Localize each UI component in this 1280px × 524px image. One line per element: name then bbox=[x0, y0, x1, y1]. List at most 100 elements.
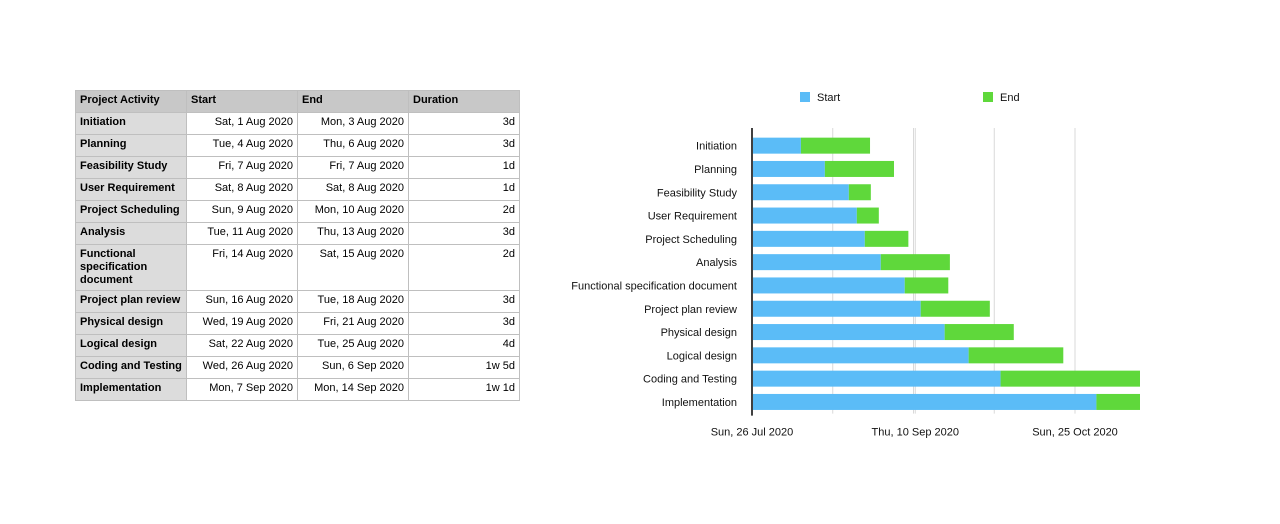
end-cell: Sun, 6 Sep 2020 bbox=[297, 356, 409, 379]
start-cell: Sat, 1 Aug 2020 bbox=[186, 112, 298, 135]
legend-label: Start bbox=[817, 92, 840, 104]
end-cell: Mon, 10 Aug 2020 bbox=[297, 200, 409, 223]
end-cell: Thu, 6 Aug 2020 bbox=[297, 134, 409, 157]
table-row: Analysis Tue, 11 Aug 2020 Thu, 13 Aug 2020… bbox=[75, 222, 520, 245]
activity-cell: Project plan review bbox=[75, 290, 187, 313]
bar-start bbox=[753, 160, 825, 177]
start-cell: Tue, 4 Aug 2020 bbox=[186, 134, 298, 157]
x-tick-label: Sun, 26 Jul 2020 bbox=[711, 427, 794, 439]
header-project-activity: Project Activity bbox=[75, 90, 187, 113]
table-row: Physical design Wed, 19 Aug 2020 Fri, 21 A… bbox=[75, 312, 520, 335]
duration-cell: 2d bbox=[408, 200, 520, 223]
bar-end bbox=[920, 300, 990, 317]
bar-start bbox=[753, 277, 905, 294]
activity-cell: Feasibility Study bbox=[75, 156, 187, 179]
table-header-row: Project Activity Start End Duration bbox=[75, 90, 520, 113]
start-cell: Fri, 7 Aug 2020 bbox=[186, 156, 298, 179]
duration-cell: 3d bbox=[408, 312, 520, 335]
end-cell: Thu, 13 Aug 2020 bbox=[297, 222, 409, 245]
category-label: Project Scheduling bbox=[645, 234, 737, 246]
category-label: User Requirement bbox=[648, 211, 737, 223]
table-row: Feasibility Study Fri, 7 Aug 2020 Fri, 7 A… bbox=[75, 156, 520, 179]
category-label: Feasibility Study bbox=[657, 187, 738, 199]
category-label: Functional specification document bbox=[571, 280, 737, 292]
activity-cell: Logical design bbox=[75, 334, 187, 357]
category-label: Initiation bbox=[696, 141, 737, 153]
bar-start bbox=[753, 230, 865, 247]
activity-cell: Functional specification document bbox=[75, 244, 187, 291]
legend-label: End bbox=[1000, 92, 1020, 104]
duration-cell: 1w 5d bbox=[408, 356, 520, 379]
start-cell: Tue, 11 Aug 2020 bbox=[186, 222, 298, 245]
legend-swatch bbox=[983, 92, 993, 102]
end-cell: Tue, 18 Aug 2020 bbox=[297, 290, 409, 313]
bar-end bbox=[880, 254, 950, 271]
end-cell: Tue, 25 Aug 2020 bbox=[297, 334, 409, 357]
duration-cell: 4d bbox=[408, 334, 520, 357]
activity-cell: Project Scheduling bbox=[75, 200, 187, 223]
legend-swatch bbox=[800, 92, 810, 102]
table-row: Initiation Sat, 1 Aug 2020 Mon, 3 Aug 2020… bbox=[75, 112, 520, 135]
start-cell: Fri, 14 Aug 2020 bbox=[186, 244, 298, 291]
duration-cell: 2d bbox=[408, 244, 520, 291]
bar-end bbox=[856, 207, 879, 224]
end-cell: Sat, 15 Aug 2020 bbox=[297, 244, 409, 291]
activity-cell: Coding and Testing bbox=[75, 356, 187, 379]
gantt-chart: Initiation Planning Feasibility Study User … bbox=[571, 92, 1140, 439]
table-row: Planning Tue, 4 Aug 2020 Thu, 6 Aug 2020 3d bbox=[75, 134, 520, 157]
table-row: Coding and Testing Wed, 26 Aug 2020 Sun, 6… bbox=[75, 356, 520, 379]
bar-start bbox=[753, 137, 801, 154]
duration-cell: 1w 1d bbox=[408, 378, 520, 401]
end-cell: Mon, 3 Aug 2020 bbox=[297, 112, 409, 135]
bar-start bbox=[753, 207, 857, 224]
activity-cell: Analysis bbox=[75, 222, 187, 245]
duration-cell: 3d bbox=[408, 222, 520, 245]
header-start: Start bbox=[186, 90, 298, 113]
header-duration: Duration bbox=[408, 90, 520, 113]
table-row: User Requirement Sat, 8 Aug 2020 Sat, 8 Au… bbox=[75, 178, 520, 201]
duration-cell: 3d bbox=[408, 134, 520, 157]
start-cell: Sun, 16 Aug 2020 bbox=[186, 290, 298, 313]
bar-start bbox=[753, 300, 921, 317]
duration-cell: 1d bbox=[408, 178, 520, 201]
bar-end bbox=[800, 137, 871, 154]
bar-end bbox=[968, 347, 1064, 364]
header-end: End bbox=[297, 90, 409, 113]
activity-cell: Physical design bbox=[75, 312, 187, 335]
bar-start bbox=[753, 347, 969, 364]
activity-cell: Implementation bbox=[75, 378, 187, 401]
bar-start bbox=[753, 393, 1097, 410]
table-row: Functional specification document Fri, 14… bbox=[75, 244, 520, 291]
start-cell: Wed, 19 Aug 2020 bbox=[186, 312, 298, 335]
x-tick-label: Sun, 25 Oct 2020 bbox=[1032, 427, 1118, 439]
start-cell: Mon, 7 Sep 2020 bbox=[186, 378, 298, 401]
category-label: Project plan review bbox=[644, 304, 737, 316]
end-cell: Sat, 8 Aug 2020 bbox=[297, 178, 409, 201]
start-cell: Wed, 26 Aug 2020 bbox=[186, 356, 298, 379]
bar-start bbox=[753, 324, 945, 341]
table-row: Implementation Mon, 7 Sep 2020 Mon, 14 Sep… bbox=[75, 378, 520, 401]
start-cell: Sat, 22 Aug 2020 bbox=[186, 334, 298, 357]
category-label: Analysis bbox=[696, 257, 737, 269]
bar-end bbox=[1096, 393, 1140, 410]
end-cell: Fri, 7 Aug 2020 bbox=[297, 156, 409, 179]
bar-end bbox=[1000, 370, 1140, 387]
activity-cell: Planning bbox=[75, 134, 187, 157]
end-cell: Fri, 21 Aug 2020 bbox=[297, 312, 409, 335]
end-cell: Mon, 14 Sep 2020 bbox=[297, 378, 409, 401]
bar-end bbox=[824, 160, 894, 177]
category-label: Coding and Testing bbox=[643, 374, 737, 386]
bar-end bbox=[944, 324, 1014, 341]
activity-cell: Initiation bbox=[75, 112, 187, 135]
category-label: Planning bbox=[694, 164, 737, 176]
schedule-table: Project Activity Start End Duration Init… bbox=[75, 90, 520, 401]
bar-end bbox=[848, 184, 871, 201]
duration-cell: 1d bbox=[408, 156, 520, 179]
activity-cell: User Requirement bbox=[75, 178, 187, 201]
bar-start bbox=[753, 254, 881, 271]
bar-end bbox=[904, 277, 949, 294]
bar-end bbox=[864, 230, 909, 247]
table-row: Project plan review Sun, 16 Aug 2020 Tue, … bbox=[75, 290, 520, 313]
x-tick-label: Thu, 10 Sep 2020 bbox=[872, 427, 959, 439]
duration-cell: 3d bbox=[408, 112, 520, 135]
